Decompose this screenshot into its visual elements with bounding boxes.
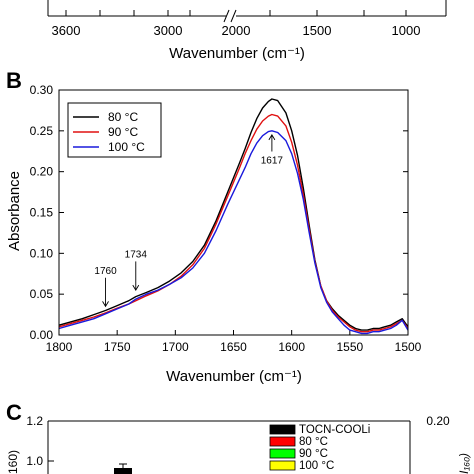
panel-b-label: B [6,68,22,93]
panel-a-x-axis-title: Wavenumber (cm⁻¹) [169,45,305,62]
chart-plot-frame [58,89,409,336]
x-tick-label: 1500 [395,340,422,354]
x-tick-label: 1750 [104,340,131,354]
panel-c-legend-swatch [269,424,296,435]
series-line [58,113,409,333]
panel-c-y-axis-title-left: 160) [6,450,20,474]
series-line [58,98,409,331]
y-tick-label: 0.20 [30,165,54,179]
panel-c-tick-label-right: 0.20 [426,414,450,428]
x-tick-label: 1700 [162,340,189,354]
annotation-label: 1760 [94,266,117,277]
panel-a-tick-label: 1500 [303,23,332,38]
panel-c-tick-label: 1.0 [26,454,43,468]
panel-c: C 1.2 1.0 0.20 160) I₁₆₀) TOCN-COOLi 80 … [6,400,471,474]
y-tick-label: 0.25 [30,124,54,138]
panel-c-legend-swatch [269,460,296,471]
chart-legend-label: 90 °C [108,125,138,139]
panel-c-legend-swatch [269,436,296,447]
y-tick-label: 0.00 [30,328,54,342]
panel-c-legend-label: 100 °C [299,460,334,472]
panel-a-tick-label: 3000 [154,23,183,38]
chart-y-axis-title: Absorbance [6,171,23,251]
axis-break-icon [223,9,237,23]
chart-legend-box [67,102,162,158]
panel-a-tick-label: 1000 [392,23,421,38]
panel-c-legend-label: 80 °C [299,436,328,448]
y-tick-label: 0.10 [30,246,54,260]
annotation-label: 1734 [125,249,148,260]
panel-a-tick-label: 2000 [222,23,251,38]
annotation-label: 1617 [261,156,284,167]
panel-c-y-axis-title-right: I₁₆₀) [457,453,471,474]
x-tick-label: 1550 [336,340,363,354]
chart-legend-label: 100 °C [108,140,145,154]
x-tick-label: 1600 [278,340,305,354]
panel-c-label: C [6,400,22,425]
annotation-arrowhead [132,284,140,291]
y-tick-label: 0.30 [30,83,54,97]
annotation-arrowhead [268,134,276,141]
chart-series-layer [58,98,409,335]
panel-c-legend-label: TOCN-COOLi [299,424,370,436]
chart-x-axis-title: Wavenumber (cm⁻¹) [166,368,302,385]
panel-b: B Absorbance 1800 1750 1700 1650 1600 1550 150… [6,68,422,385]
panel-a: 3600 3000 2500 2000 1500 1000 Wavenumber… [47,0,447,62]
y-tick-label: 0.15 [30,206,54,220]
chart-tick-layer: 1800 1750 1700 1650 1600 1550 1500 0.00 0.05 0.10… [30,83,422,354]
panel-a-tick-label: 3600 [52,23,81,38]
y-tick-label: 0.05 [30,287,54,301]
annotation-arrowhead [102,301,109,308]
panel-c-legend-swatch [269,448,296,459]
x-tick-label: 1800 [46,340,73,354]
chart-legend: 80 °C 90 °C 100 °C [67,102,162,158]
panel-c-legend-label: 90 °C [299,448,328,460]
panel-c-legend: TOCN-COOLi 80 °C 90 °C 100 °C [269,424,370,472]
panel-c-tick-label: 1.2 [26,414,43,428]
x-tick-label: 1650 [220,340,247,354]
chart-annotation-layer: 1617 1734 1760 [94,134,284,308]
series-line [58,130,409,335]
panel-c-bar [114,463,132,474]
chart-legend-label: 80 °C [108,110,138,124]
